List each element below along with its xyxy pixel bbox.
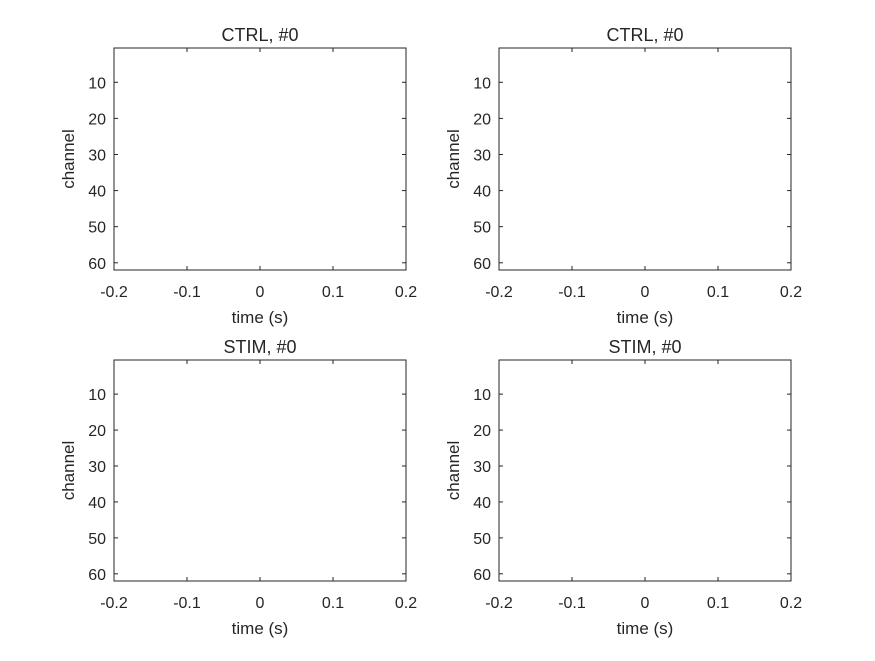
x-tick-label: 0 xyxy=(256,284,265,301)
y-tick-label: 40 xyxy=(88,495,106,512)
y-tick-label: 50 xyxy=(473,531,491,548)
y-tick-label: 20 xyxy=(88,111,106,128)
x-tick-label: -0.1 xyxy=(558,595,586,612)
y-tick-label: 60 xyxy=(473,256,491,273)
x-tick-label: -0.2 xyxy=(100,595,128,612)
y-tick-label: 60 xyxy=(473,567,491,584)
y-tick-label: 20 xyxy=(88,423,106,440)
x-tick-label: 0 xyxy=(641,595,650,612)
y-tick-label: 10 xyxy=(473,387,491,404)
chart-panel-4: STIM, #0 -0.2 -0.1 0 0.1 0.2 10 20 30 40 50 60 time … xyxy=(444,337,802,638)
x-tick-label: 0 xyxy=(641,284,650,301)
y-tick-label: 10 xyxy=(473,75,491,92)
y-tick-label: 40 xyxy=(88,184,106,201)
chart-title: CTRL, #0 xyxy=(606,25,683,45)
y-tick-label: 30 xyxy=(88,147,106,164)
chart-panel-1: CTRL, #0 -0.2 -0.1 0 0.1 0.2 10 20 30 40 50 60 time … xyxy=(59,25,417,327)
x-tick-label: 0.1 xyxy=(322,284,344,301)
chart-panel-2: CTRL, #0 -0.2 -0.1 0 0.1 0.2 10 20 30 40 50 60 time … xyxy=(444,25,802,327)
y-tick-label: 20 xyxy=(473,423,491,440)
x-tick-label: -0.1 xyxy=(173,595,201,612)
x-tick-label: -0.2 xyxy=(485,595,513,612)
x-axis-label: time (s) xyxy=(617,619,674,638)
y-tick-label: 20 xyxy=(473,111,491,128)
y-tick-label: 40 xyxy=(473,495,491,512)
x-tick-label: 0.1 xyxy=(322,595,344,612)
x-tick-label: 0 xyxy=(256,595,265,612)
x-tick-label: 0.2 xyxy=(780,595,802,612)
y-tick-label: 50 xyxy=(88,220,106,237)
x-tick-label: 0.2 xyxy=(395,284,417,301)
y-axis-label: channel xyxy=(444,129,463,189)
y-tick-label: 10 xyxy=(88,75,106,92)
x-tick-label: -0.1 xyxy=(558,284,586,301)
plot-area xyxy=(113,359,407,582)
x-tick-label: 0.2 xyxy=(395,595,417,612)
chart-title: STIM, #0 xyxy=(223,337,296,357)
x-axis-label: time (s) xyxy=(617,308,674,327)
y-tick-label: 30 xyxy=(473,459,491,476)
y-tick-label: 50 xyxy=(473,220,491,237)
y-tick-label: 50 xyxy=(88,531,106,548)
y-tick-label: 40 xyxy=(473,184,491,201)
x-axis-label: time (s) xyxy=(232,619,289,638)
y-axis-label: channel xyxy=(59,441,78,501)
chart-panel-3: STIM, #0 -0.2 -0.1 0 0.1 0.2 10 20 30 40 50 60 time … xyxy=(59,337,417,638)
chart-title: CTRL, #0 xyxy=(221,25,298,45)
y-tick-label: 10 xyxy=(88,387,106,404)
plot-area xyxy=(498,359,792,582)
plot-area xyxy=(113,47,407,271)
x-axis-label: time (s) xyxy=(232,308,289,327)
y-tick-label: 60 xyxy=(88,567,106,584)
x-tick-label: 0.1 xyxy=(707,284,729,301)
x-tick-label: 0.2 xyxy=(780,284,802,301)
x-tick-label: -0.2 xyxy=(100,284,128,301)
y-axis-label: channel xyxy=(444,441,463,501)
y-tick-label: 60 xyxy=(88,256,106,273)
y-axis-label: channel xyxy=(59,129,78,189)
y-tick-label: 30 xyxy=(473,147,491,164)
x-tick-label: 0.1 xyxy=(707,595,729,612)
plot-area xyxy=(498,47,792,271)
y-tick-label: 30 xyxy=(88,459,106,476)
chart-title: STIM, #0 xyxy=(608,337,681,357)
x-tick-label: -0.1 xyxy=(173,284,201,301)
x-tick-label: -0.2 xyxy=(485,284,513,301)
